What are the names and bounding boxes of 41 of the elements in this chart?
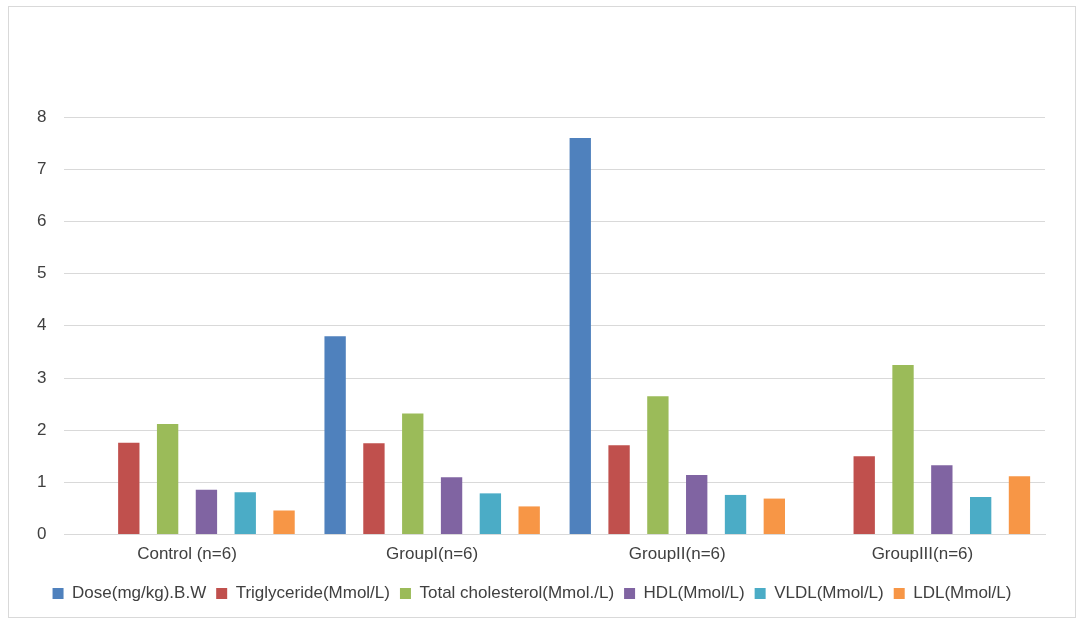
- y-tick-label: 5: [36, 263, 47, 283]
- bar: [118, 442, 140, 535]
- bar: [273, 510, 295, 535]
- bar: [1008, 476, 1031, 535]
- legend-label: VLDL(Mmol/L): [774, 583, 884, 603]
- y-tick-label: 3: [36, 367, 47, 387]
- y-tick-label: 6: [36, 211, 47, 231]
- x-tick-label: Control (n=6): [137, 544, 237, 564]
- legend-label: HDL(Mmol/L): [643, 583, 745, 603]
- bar: [647, 396, 669, 535]
- bar: [440, 477, 463, 535]
- legend-label: LDL(Mmol/L): [913, 583, 1012, 603]
- bar: [608, 445, 630, 535]
- bar: [569, 137, 591, 535]
- legend-label: Dose(mg/kg).B.W: [72, 583, 207, 603]
- bar: [324, 336, 346, 535]
- bar: [931, 465, 953, 535]
- x-tick-label: GroupI(n=6): [386, 544, 479, 564]
- bar: [686, 475, 708, 535]
- bar: [853, 456, 875, 535]
- bar: [763, 498, 785, 535]
- y-tick-label: 4: [36, 315, 47, 335]
- y-tick-label: 1: [36, 472, 47, 492]
- bar: [892, 364, 914, 535]
- x-tick-label: GroupII(n=6): [628, 544, 726, 564]
- bar: [402, 413, 424, 535]
- legend-label: Triglyceride(Mmol/L): [235, 583, 390, 603]
- y-tick-label: 8: [36, 106, 47, 126]
- bar: [363, 443, 385, 535]
- bar: [969, 497, 992, 535]
- y-tick-label: 2: [36, 419, 47, 439]
- bar: [195, 489, 218, 535]
- x-tick-label: GroupIII(n=6): [871, 544, 974, 564]
- legend-label: Total cholesterol(Mmol./L): [419, 583, 615, 603]
- bar: [479, 493, 502, 535]
- y-tick-label: 7: [36, 158, 47, 178]
- bar: [234, 492, 256, 535]
- bar: [724, 494, 747, 535]
- bar: [518, 506, 540, 535]
- bar: [156, 423, 179, 535]
- y-tick-label: 0: [36, 524, 47, 544]
